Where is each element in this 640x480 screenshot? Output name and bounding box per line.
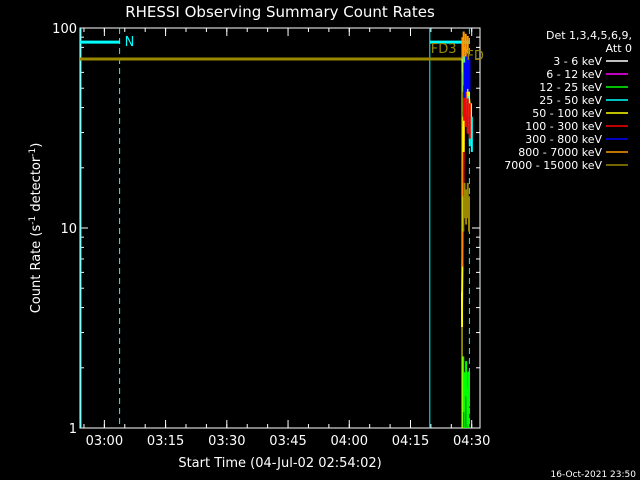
y-tick-label: 1 [69,422,77,437]
data-series [80,31,473,428]
annotations: N FD3 FD [125,35,484,64]
x-tick-label: 04:30 [453,434,490,449]
x-tick-label: 04:15 [392,434,429,449]
x-tick-label: 03:30 [208,434,245,449]
legend-label: 300 - 800 keV [525,133,602,146]
x-tick-label: 03:45 [269,434,306,449]
legend-header-line: Det 1,3,4,5,6,9, [546,29,632,42]
y-axis-label-part2: detector [29,156,44,216]
vertical-markers [80,28,470,428]
y-tick-label: 100 [52,22,77,37]
x-tick-label: 03:00 [86,434,123,449]
legend-label: 7000 - 15000 keV [504,159,602,172]
annotation-fd3: FD3 [431,42,457,57]
x-tick-label: 03:15 [147,434,184,449]
axis-ticks: 03:00 03:15 03:30 03:45 04:00 04:15 04:30 1 10 10… [52,22,490,449]
legend-header-line: Att 0 [606,42,632,55]
legend-label: 50 - 100 keV [532,107,602,120]
y-axis-label-sup2: -1 [28,148,38,157]
legend-label: 12 - 25 keV [539,81,602,94]
annotation-n: N [125,35,135,50]
annotation-fd: FD [466,49,484,64]
y-axis-label-part3: ) [29,143,44,148]
y-tick-label: 10 [60,222,77,237]
legend-label: 25 - 50 keV [539,94,602,107]
y-axis-label-part1: Count Rate (s [29,225,44,314]
footer-date: 16-Oct-2021 23:50 [551,470,637,480]
plot-frame [79,27,481,429]
x-axis-label: Start Time (04-Jul-02 02:54:02) [178,456,381,471]
plot-border [79,27,481,429]
y-axis-label-sup1: -1 [28,216,38,225]
legend-label: 3 - 6 keV [553,55,602,68]
x-tick-label: 04:00 [331,434,368,449]
legend-label: 6 - 12 keV [546,68,602,81]
legend-label: 800 - 7000 keV [518,146,602,159]
legend-label: 100 - 300 keV [525,120,602,133]
y-axis-label: Count Rate (s-1 detector-1) [28,143,44,314]
chart-title: RHESSI Observing Summary Count Rates [125,3,435,21]
